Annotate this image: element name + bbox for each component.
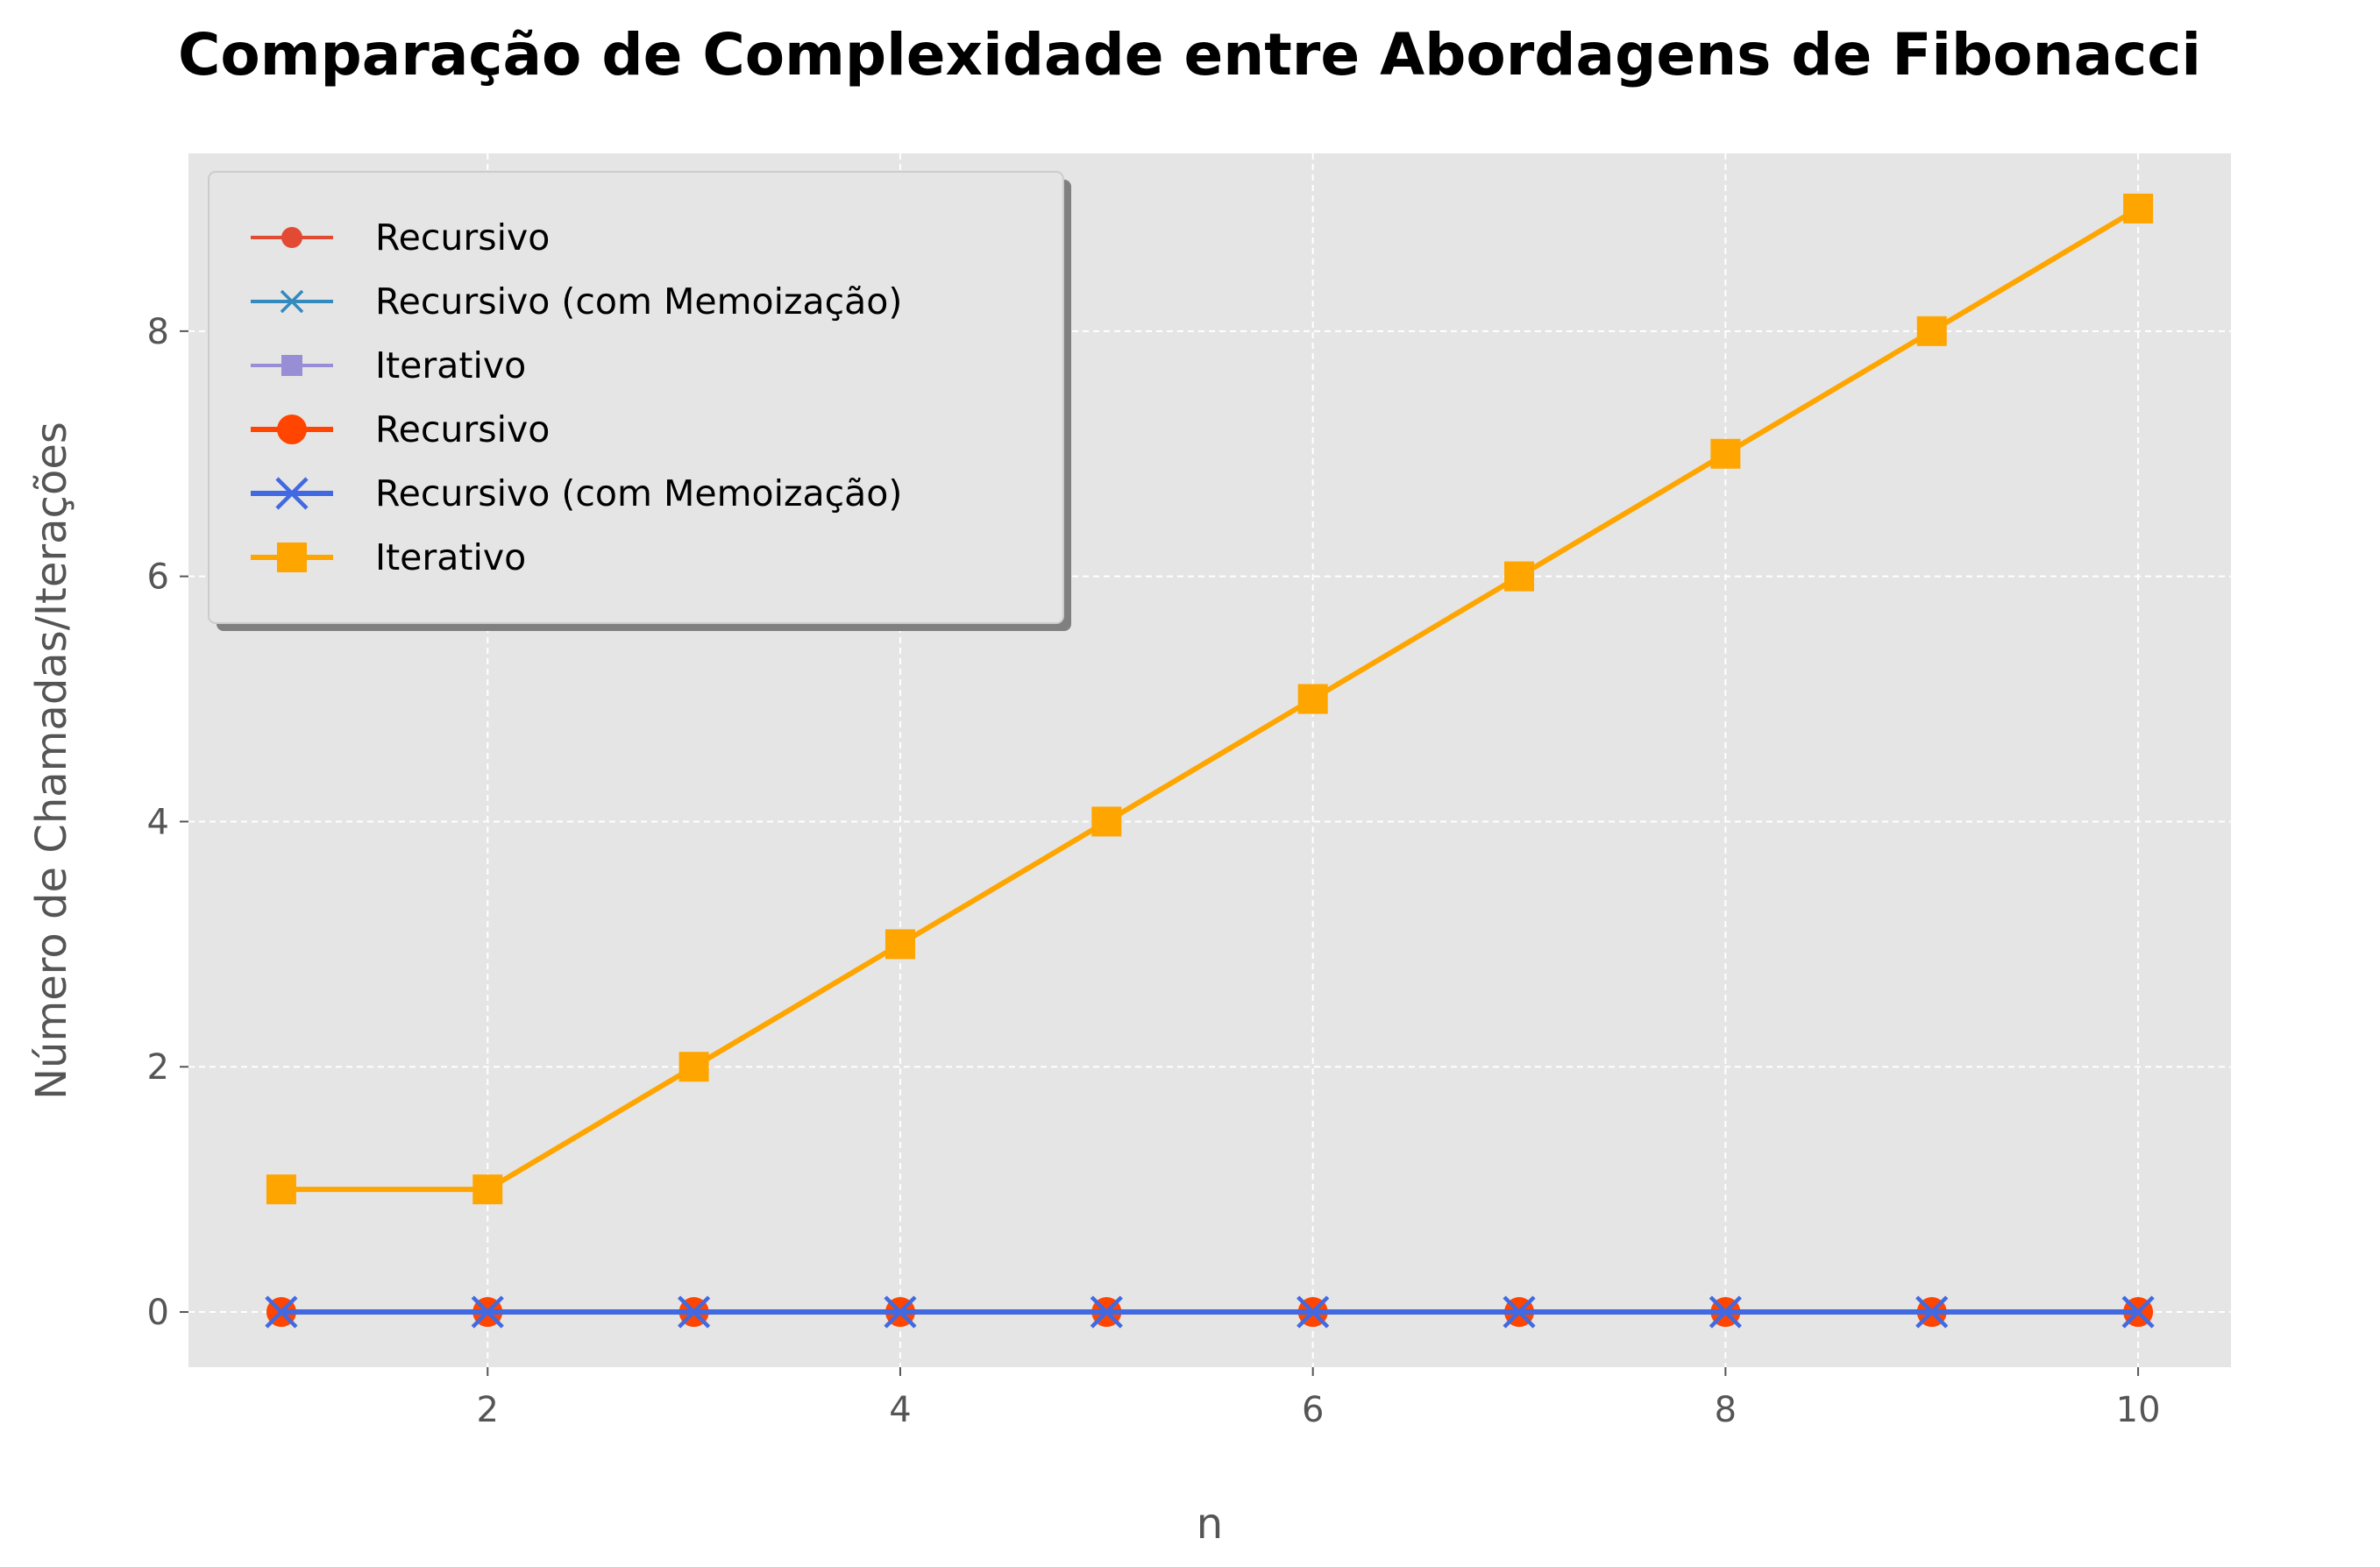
legend-label: Iterativo bbox=[375, 536, 526, 578]
data-point bbox=[1091, 806, 1122, 837]
data-point bbox=[1709, 1295, 1742, 1329]
legend: Recursivo Recursivo (com Memoização) Itera… bbox=[208, 171, 1071, 631]
legend-frame bbox=[208, 171, 1064, 624]
legend-entry: Recursivo bbox=[251, 216, 550, 259]
y-tick-label: 4 bbox=[147, 802, 169, 842]
data-point bbox=[1916, 316, 1947, 346]
data-point bbox=[265, 1295, 298, 1329]
data-point bbox=[1504, 561, 1535, 592]
data-point bbox=[471, 1295, 504, 1329]
legend-entry: Iterativo bbox=[251, 536, 526, 578]
legend-entry: Recursivo bbox=[251, 408, 550, 450]
data-point bbox=[472, 1174, 503, 1205]
legend-label: Recursivo bbox=[375, 408, 550, 450]
y-tick-label: 0 bbox=[147, 1293, 169, 1333]
legend-swatch-marker bbox=[277, 542, 307, 572]
series-line bbox=[281, 206, 2140, 1193]
series-5 bbox=[265, 1295, 2155, 1329]
series-6 bbox=[266, 193, 2154, 1205]
legend-entry: Recursivo (com Memoização) bbox=[251, 472, 902, 514]
data-point bbox=[678, 1295, 711, 1329]
series-layer bbox=[265, 193, 2155, 1329]
data-point bbox=[678, 1052, 709, 1082]
tick-labels: 2 4 6 8 10 0 2 4 6 8 bbox=[147, 312, 2161, 1430]
legend-label: Recursivo bbox=[375, 216, 550, 259]
y-tick-label: 8 bbox=[147, 312, 169, 352]
x-tick-label: 2 bbox=[477, 1390, 499, 1430]
x-tick-label: 4 bbox=[889, 1390, 911, 1430]
data-point bbox=[2121, 1295, 2155, 1329]
legend-swatch-marker bbox=[281, 355, 302, 376]
data-point bbox=[885, 929, 915, 960]
data-point bbox=[1297, 1295, 1330, 1329]
x-axis-label: n bbox=[1197, 1500, 1223, 1549]
data-point bbox=[1090, 1295, 1123, 1329]
legend-label: Recursivo (com Memoização) bbox=[375, 280, 902, 323]
x-tick-label: 10 bbox=[2116, 1390, 2161, 1430]
data-point bbox=[1297, 684, 1328, 714]
data-point bbox=[1503, 1295, 1536, 1329]
legend-swatch-marker bbox=[280, 289, 304, 314]
data-point bbox=[1915, 1295, 1949, 1329]
data-point bbox=[2123, 193, 2154, 223]
chart-title: Comparação de Complexidade entre Abordag… bbox=[178, 21, 2201, 89]
legend-entry: Recursivo (com Memoização) bbox=[251, 280, 902, 323]
legend-label: Recursivo (com Memoização) bbox=[375, 472, 902, 514]
data-point bbox=[1710, 438, 1741, 469]
data-point bbox=[266, 1174, 296, 1205]
x-tick-label: 6 bbox=[1302, 1390, 1324, 1430]
data-point bbox=[884, 1295, 917, 1329]
x-tick-label: 8 bbox=[1715, 1390, 1737, 1430]
y-axis-label: Número de Chamadas/Iterações bbox=[27, 422, 76, 1100]
legend-label: Iterativo bbox=[375, 344, 526, 386]
y-tick-label: 6 bbox=[147, 557, 169, 598]
legend-swatch-marker bbox=[281, 227, 302, 248]
legend-entry: Iterativo bbox=[251, 344, 526, 386]
y-tick-label: 2 bbox=[147, 1047, 169, 1088]
legend-swatch-marker bbox=[277, 415, 307, 444]
legend-swatch-marker bbox=[275, 477, 309, 510]
